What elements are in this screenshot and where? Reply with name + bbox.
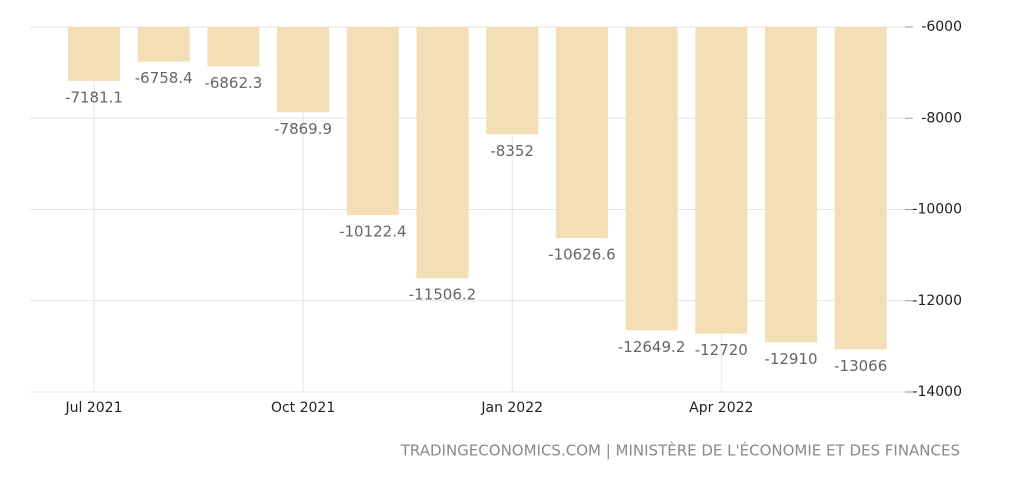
source: TRADINGECONOMICS.COM | MINISTÈRE DE L'ÉC… xyxy=(400,441,960,460)
value-label: -8352 xyxy=(490,142,534,160)
y-tick-label: -6000 xyxy=(921,19,962,35)
bar xyxy=(416,27,469,279)
value-label: -13066 xyxy=(834,357,887,375)
bar xyxy=(277,27,330,113)
y-tick-label: -14000 xyxy=(912,384,962,400)
x-tick-label: Jul 2021 xyxy=(65,400,123,416)
y-tick-label: -8000 xyxy=(921,110,962,126)
value-label: -12720 xyxy=(695,341,748,359)
bar xyxy=(207,27,260,67)
x-tick-label: Oct 2021 xyxy=(271,400,335,416)
value-label: -12910 xyxy=(764,350,817,368)
value-label: -11506.2 xyxy=(409,286,476,304)
bar xyxy=(137,27,190,62)
y-tick-label: -10000 xyxy=(912,202,962,218)
x-tick-label: Apr 2022 xyxy=(689,400,753,416)
bar xyxy=(555,27,608,239)
value-label: -6758.4 xyxy=(135,69,193,87)
value-label: -10626.6 xyxy=(548,246,615,264)
value-label: -6862.3 xyxy=(204,74,262,92)
bar xyxy=(695,27,748,334)
bar xyxy=(625,27,678,331)
value-label: -7869.9 xyxy=(274,120,332,138)
value-label: -10122.4 xyxy=(339,223,406,241)
bar xyxy=(765,27,817,343)
value-label: -12649.2 xyxy=(618,338,685,356)
bar xyxy=(834,27,887,350)
value-label: -7181.1 xyxy=(65,88,123,106)
bar xyxy=(68,27,120,81)
bar xyxy=(486,27,539,135)
bar xyxy=(346,27,399,216)
x-tick-label: Jan 2022 xyxy=(480,400,543,416)
y-tick-label: -12000 xyxy=(912,293,962,309)
